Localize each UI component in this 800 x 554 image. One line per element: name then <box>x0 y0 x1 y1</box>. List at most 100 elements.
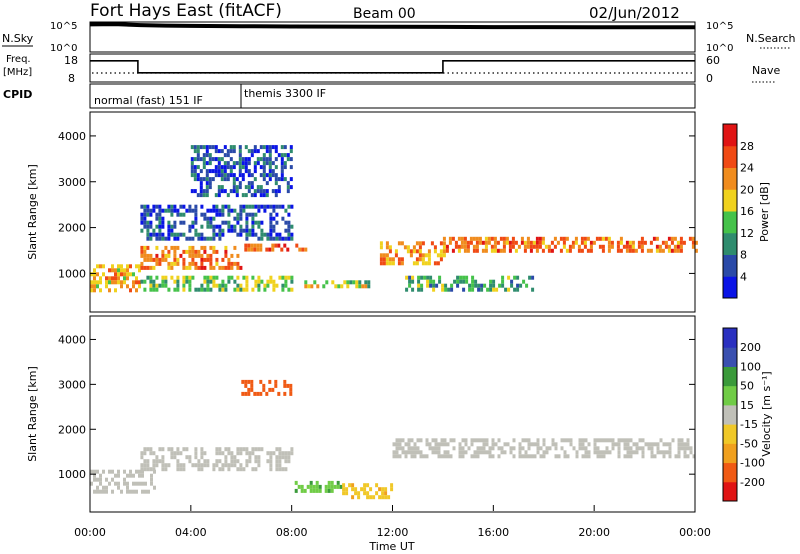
heat-cell <box>236 275 240 280</box>
heat-cell <box>523 240 527 245</box>
heat-cell <box>294 480 298 485</box>
heat-cell <box>268 169 272 174</box>
heat-cell <box>394 253 398 258</box>
heat-cell <box>339 484 343 489</box>
heat-cell <box>155 275 159 280</box>
heat-cell <box>245 459 249 464</box>
heat-cell <box>355 280 359 285</box>
heat-cell <box>224 265 228 270</box>
heat-cell <box>410 446 414 451</box>
heat-cell <box>149 451 153 456</box>
heat-cell <box>239 224 243 229</box>
beam-label: Beam 00 <box>353 6 416 22</box>
cpid-segment-1: themis 3300 IF <box>244 87 326 100</box>
heat-cell <box>146 463 150 468</box>
heat-cell <box>580 236 584 241</box>
heat-cell <box>203 265 207 270</box>
heat-cell <box>191 245 195 250</box>
heat-cell <box>223 165 227 170</box>
heat-cell <box>141 469 144 474</box>
heat-cell <box>272 236 276 241</box>
heat-cell <box>149 265 153 270</box>
heat-cell <box>275 459 279 464</box>
heat-cell <box>559 236 563 241</box>
heat-cell <box>401 438 405 443</box>
heat-cell <box>274 383 278 388</box>
heat-cell <box>197 287 201 292</box>
heat-cell <box>188 245 192 250</box>
heat-cell <box>272 228 276 233</box>
heat-cell <box>141 473 144 478</box>
heat-cell <box>149 279 153 284</box>
heat-cell <box>475 244 479 249</box>
time-tick-label: 20:00 <box>578 526 610 539</box>
heat-cell <box>589 248 593 253</box>
heat-cell <box>312 488 316 493</box>
heat-cell <box>170 447 174 452</box>
heat-cell <box>245 216 249 221</box>
heat-cell <box>574 240 578 245</box>
heat-cell <box>152 257 156 262</box>
heat-cell <box>272 208 276 213</box>
heat-cell <box>584 450 588 455</box>
heat-cell <box>476 438 480 443</box>
heat-cell <box>147 489 150 494</box>
heat-cell <box>226 153 230 158</box>
heat-cell <box>227 275 231 280</box>
heat-cell <box>413 454 417 459</box>
heat-cell <box>117 481 120 486</box>
heat-cell <box>132 284 135 289</box>
heat-cell <box>241 173 245 178</box>
heat-cell <box>215 204 219 209</box>
heat-cell <box>245 279 249 284</box>
heat-cell <box>152 279 156 284</box>
heat-cell <box>569 442 573 447</box>
heat-cell <box>407 450 411 455</box>
heat-cell <box>155 463 159 468</box>
heat-cell <box>214 193 218 198</box>
heat-cell <box>185 455 189 460</box>
heat-cell <box>262 177 266 182</box>
heat-cell <box>247 169 251 174</box>
heat-cell <box>227 265 231 270</box>
heat-cell <box>449 438 453 443</box>
heat-cell <box>215 212 219 217</box>
heat-cell <box>619 236 623 241</box>
heat-cell <box>233 261 237 266</box>
heat-cell <box>214 165 218 170</box>
heat-cell <box>244 379 248 384</box>
heat-cell <box>146 467 150 472</box>
heat-cell <box>290 279 294 284</box>
heat-cell <box>460 240 464 245</box>
heat-cell <box>298 247 302 252</box>
heat-cell <box>96 485 99 490</box>
heat-cell <box>547 244 551 249</box>
velocity-heatmap <box>90 379 696 500</box>
heat-cell <box>295 243 299 248</box>
heat-cell <box>236 261 240 266</box>
heat-cell <box>108 268 111 273</box>
heat-cell <box>227 257 231 262</box>
heat-cell <box>223 145 227 150</box>
heat-cell <box>421 241 425 246</box>
heat-cell <box>664 244 668 249</box>
heat-cell <box>522 279 526 284</box>
heat-cell <box>436 261 440 266</box>
heat-cell <box>199 145 203 150</box>
heat-cell <box>422 454 426 459</box>
heat-cell <box>650 446 654 451</box>
heat-cell <box>250 387 254 392</box>
heat-cell <box>212 283 216 288</box>
heat-cell <box>495 287 499 292</box>
heat-cell <box>161 236 165 241</box>
heat-cell <box>256 189 260 194</box>
heat-cell <box>203 287 207 292</box>
heat-cell <box>691 244 695 249</box>
heat-cell <box>262 153 266 158</box>
heat-cell <box>458 446 462 451</box>
heat-cell <box>301 247 305 252</box>
heat-cell <box>150 473 153 478</box>
heat-cell <box>185 265 189 270</box>
heat-cell <box>388 249 392 254</box>
heat-cell <box>470 442 474 447</box>
